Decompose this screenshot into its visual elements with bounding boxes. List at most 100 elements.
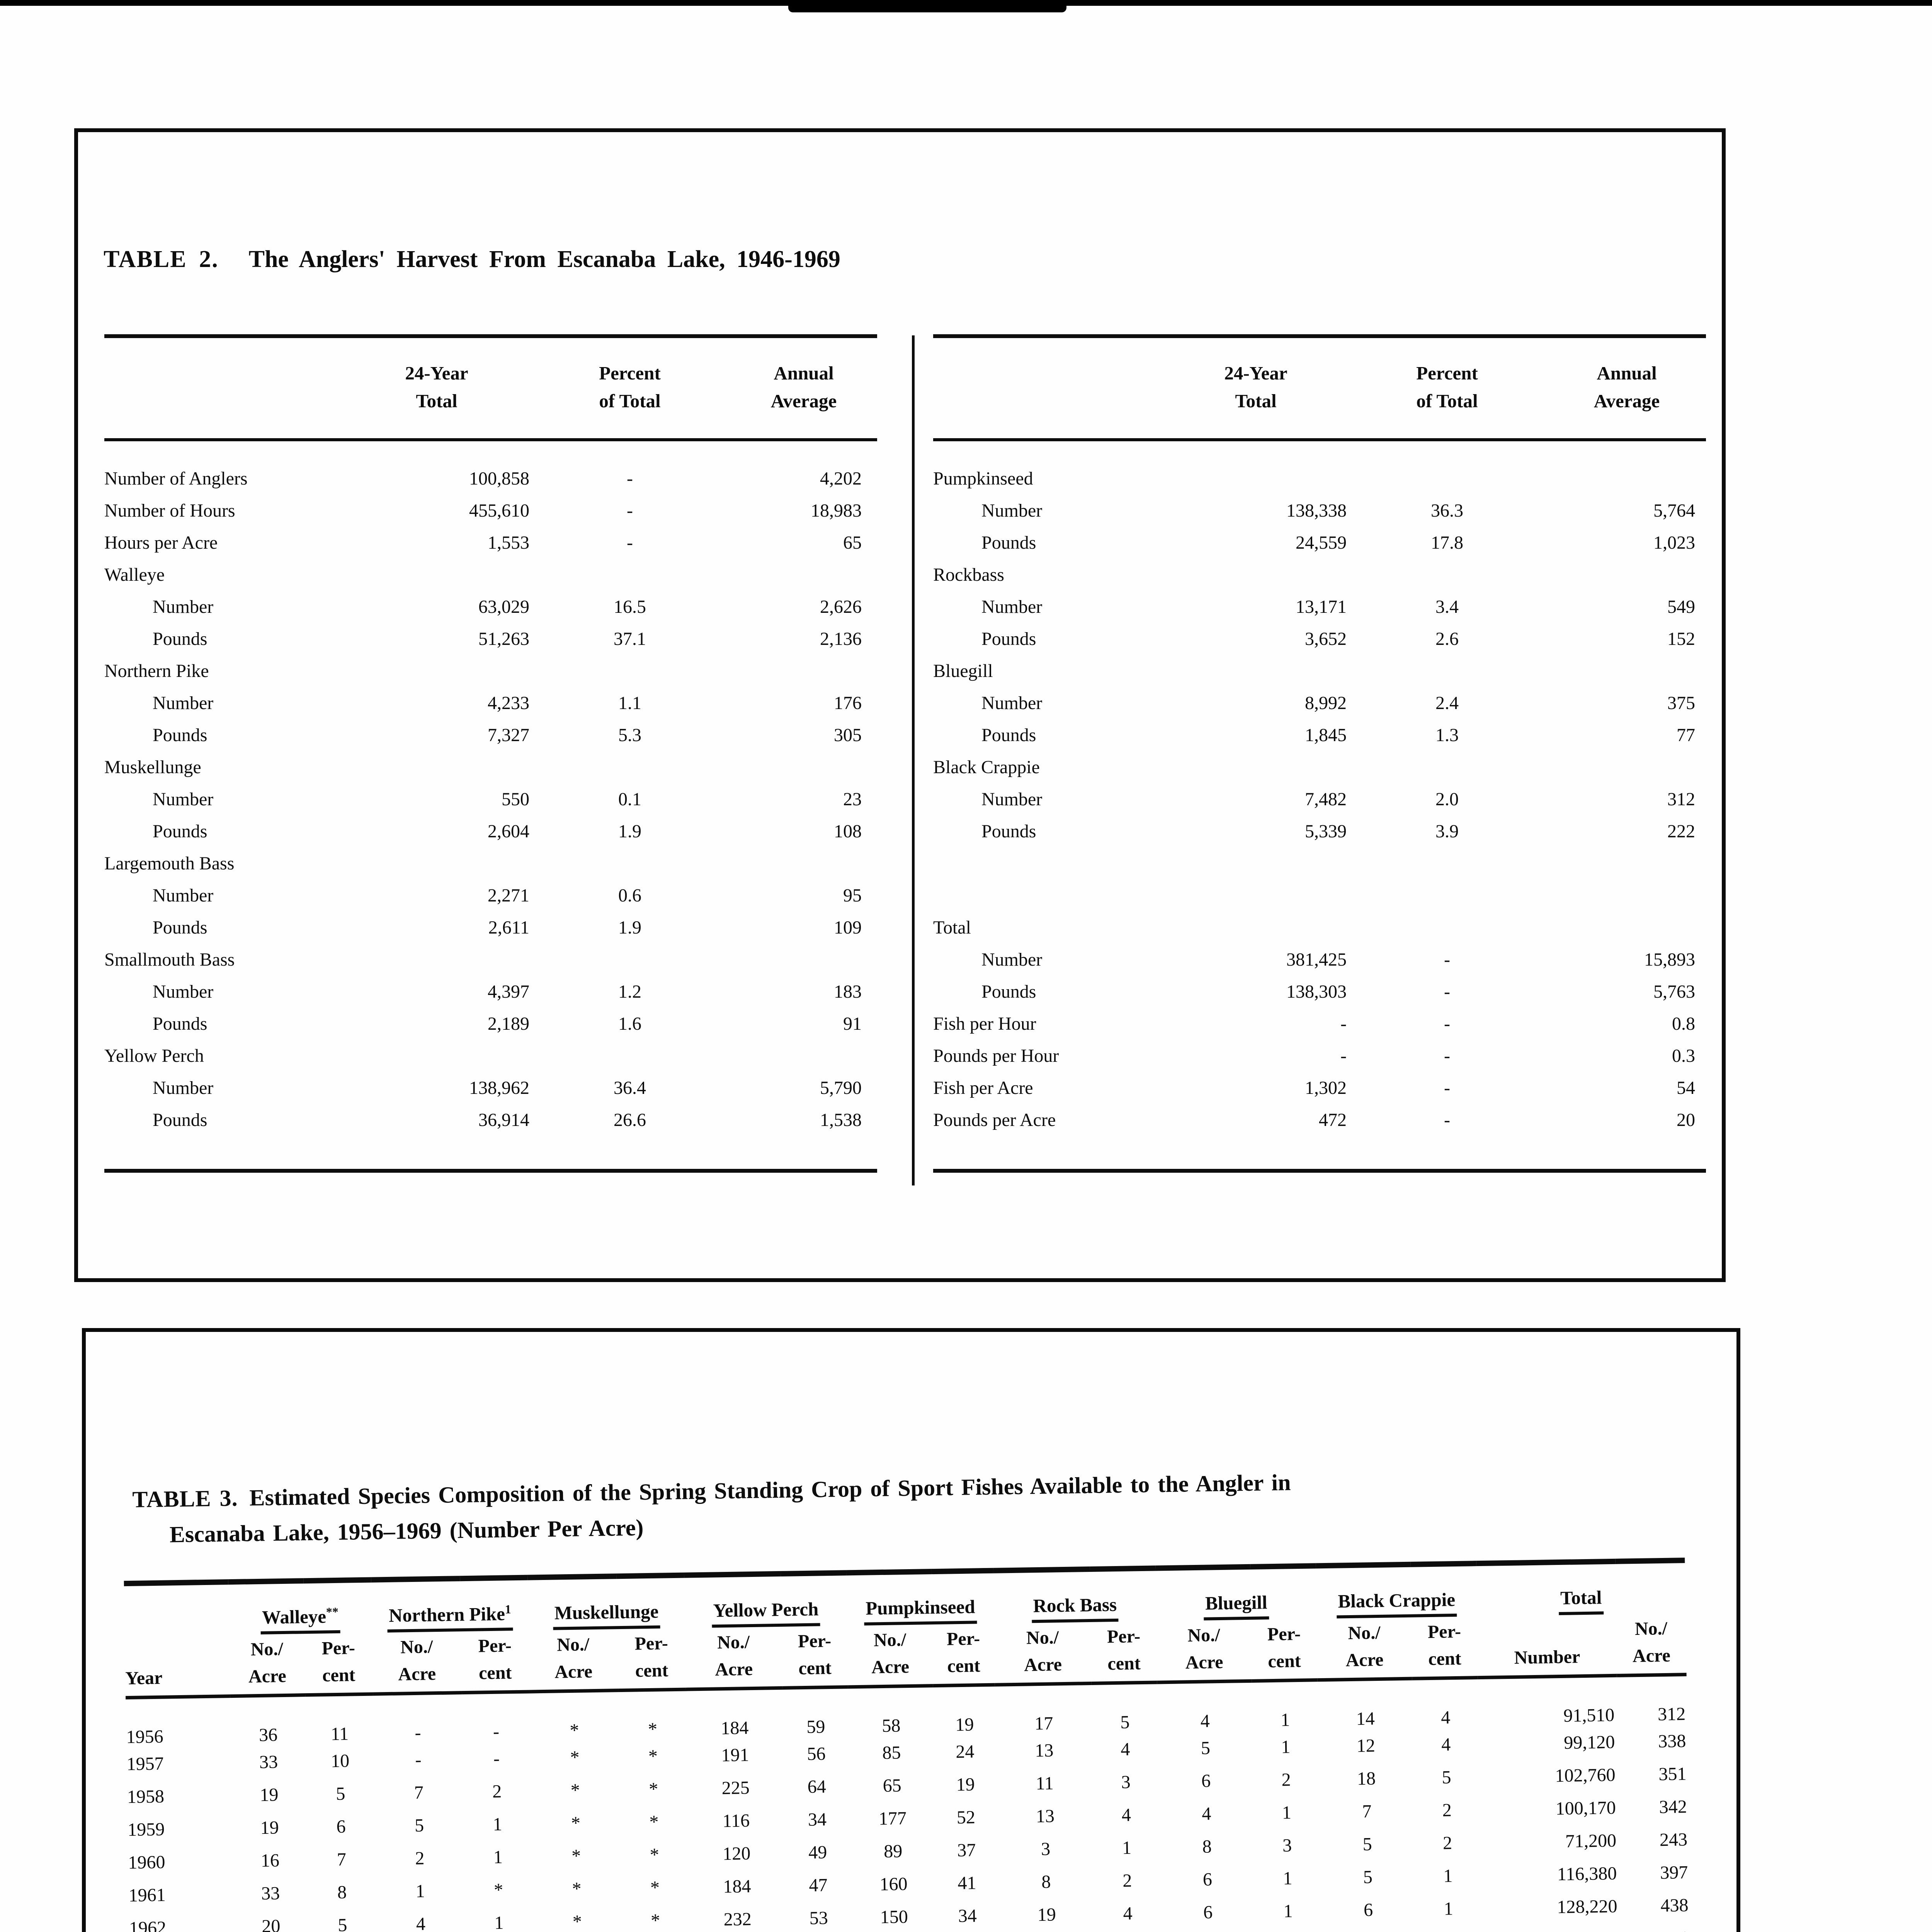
table2-title-text: The Anglers' Harvest From Escanaba Lake,…	[248, 246, 840, 272]
table2-bottom-rule	[104, 1169, 877, 1173]
table2-percent-cell: 1.6	[618, 1014, 641, 1034]
table2-percent-cell: 1.2	[618, 981, 641, 1002]
table2-column-header: Percent of Total	[529, 359, 730, 415]
table2-percent-cell	[1347, 751, 1548, 783]
table-row: Number 63,029 16.5 2,626	[104, 591, 877, 623]
table2-total-cell: 13,171	[1296, 597, 1347, 617]
table2-column-header: Percent of Total	[1347, 359, 1548, 415]
table2-row-label: Number of Anglers	[104, 468, 248, 489]
table3-value-cell: *	[648, 1779, 658, 1800]
table2-average-cell: 5,763	[1653, 981, 1695, 1002]
table2-frame	[74, 128, 1726, 1282]
table2-percent-cell: 1.9	[618, 917, 641, 938]
table3-subheader-per: Per-	[1427, 1621, 1461, 1643]
table3-subheader-no: No./	[717, 1632, 750, 1653]
table2-row-label: Pounds	[153, 725, 207, 745]
table2-column-header-line: Total	[1235, 390, 1277, 412]
table-row: Pumpkinseed	[933, 463, 1706, 495]
table3-total-number-cell: 91,510	[1563, 1704, 1615, 1726]
table3-species-name: Northern Pike1	[387, 1602, 513, 1633]
table3-species-header: Walleye**	[228, 1580, 372, 1635]
table2-row-label: Number	[153, 789, 214, 810]
table3-value-cell: 150	[880, 1906, 908, 1928]
table3-value-cell: 1	[1443, 1866, 1453, 1886]
table2-total-cell	[344, 655, 529, 687]
table2-column-header-line: Total	[416, 390, 457, 412]
table2-row-label: Yellow Perch	[104, 1046, 204, 1066]
table2-percent-cell: 16.5	[614, 597, 646, 617]
table2-row-label: Number	[153, 885, 214, 906]
table2-title: TABLE 2. The Anglers' Harvest From Escana…	[104, 246, 840, 273]
table3-subheader-per: Per-	[1107, 1626, 1141, 1647]
table3-species-name: Rock Bass	[1031, 1593, 1119, 1623]
table3-value-cell: 11	[330, 1723, 349, 1745]
table3-species-header: Yellow Perch	[684, 1573, 847, 1628]
table2-row-label: Pumpkinseed	[933, 468, 1033, 489]
table3-species-name: Muskellunge	[553, 1600, 660, 1630]
table2-percent-cell	[529, 944, 730, 976]
table2-total-cell: 24,559	[1296, 532, 1347, 553]
table3-value-cell: 59	[806, 1716, 825, 1737]
table3-per-acre-cell: 243	[1659, 1829, 1688, 1850]
table2-row-label: Number	[981, 597, 1043, 617]
table-row: Number 138,962 36.4 5,790	[104, 1072, 877, 1104]
table2-average-cell	[730, 559, 877, 591]
table2-percent-cell: 5.3	[618, 725, 641, 745]
table3-value-cell: 47	[809, 1875, 828, 1896]
table2-average-cell: 5,790	[820, 1078, 862, 1098]
table-row: Muskellunge	[104, 751, 877, 783]
table2-left-half: 24-Year Total Percent of Total Annual Average…	[104, 334, 877, 1173]
table2-header-rule	[933, 438, 1706, 441]
table3-subheader-cent: cent	[798, 1657, 832, 1679]
table3-per-acre-cell: 221	[1621, 1922, 1690, 1932]
table3-value-cell: 1	[1281, 1736, 1291, 1757]
table2-total-cell: 63,029	[478, 597, 529, 617]
table2-average-cell: 222	[1667, 821, 1695, 842]
table-row: Pounds per Hour - - 0.3	[933, 1040, 1706, 1072]
table2-total-cell: 7,482	[1305, 789, 1347, 810]
table-row: Pounds 36,914 26.6 1,538	[104, 1104, 877, 1136]
table2-average-cell: 108	[834, 821, 862, 842]
table2-column-header-line: 24-Year	[1224, 362, 1287, 384]
table2-total-cell	[344, 751, 529, 783]
table2-row-label: Number	[153, 693, 214, 713]
table2-header-rule	[104, 438, 877, 441]
table2-average-cell: 152	[1667, 629, 1695, 649]
table2-average-cell: 183	[834, 981, 862, 1002]
table3-value-cell: 37	[957, 1840, 976, 1861]
table2-percent-cell: 1.9	[618, 821, 641, 842]
table3-value-cell: 19	[955, 1714, 974, 1735]
table-row: Number 4,397 1.2 183	[104, 976, 877, 1008]
table3-value-cell: 3	[1321, 1926, 1416, 1932]
table3-value-cell: 1	[1282, 1868, 1293, 1889]
table2-spacer-row	[933, 847, 1706, 879]
table3-subheader-cent: cent	[947, 1655, 981, 1677]
table3-total-number-cell: 128,220	[1557, 1896, 1617, 1918]
table2-percent-cell: 26.6	[614, 1110, 646, 1130]
table3-value-cell: 184	[721, 1718, 749, 1739]
table3-value-cell: 17	[1034, 1713, 1053, 1734]
table2-total-cell: -	[1340, 1014, 1347, 1034]
table2-total-cell: 1,553	[488, 532, 529, 553]
table3-subheader-per: Per-	[321, 1638, 355, 1659]
table3-total-header: Total	[1476, 1560, 1685, 1616]
table2-total-cell: 2,604	[488, 821, 529, 842]
table3-total-number-cell: 102,760	[1555, 1764, 1616, 1786]
table3-subheader-no: No./	[1348, 1622, 1381, 1644]
table2-average-cell: 54	[1677, 1078, 1695, 1098]
table2-header-row: 24-Year Total Percent of Total Annual Average	[104, 338, 877, 438]
table2-average-cell: 65	[843, 532, 862, 553]
table2-average-cell: 5,764	[1653, 500, 1695, 521]
table-row: Hours per Acre 1,553 - 65	[104, 527, 877, 559]
table2-percent-cell: -	[1444, 1078, 1450, 1098]
table2-percent-cell	[1347, 655, 1548, 687]
table2-percent-cell	[1347, 912, 1548, 944]
table2-row-label: Black Crappie	[933, 757, 1040, 777]
table3-species-header: Bluegill	[1155, 1566, 1316, 1621]
table3-subheader-cent: cent	[1267, 1650, 1301, 1672]
table3-value-cell: *	[571, 1813, 581, 1834]
table2-average-cell: 0.3	[1672, 1046, 1695, 1066]
table3-value-cell: 11	[1036, 1773, 1054, 1794]
table2-average-cell: 91	[843, 1014, 862, 1034]
table3-value-cell: 7	[1362, 1801, 1372, 1822]
